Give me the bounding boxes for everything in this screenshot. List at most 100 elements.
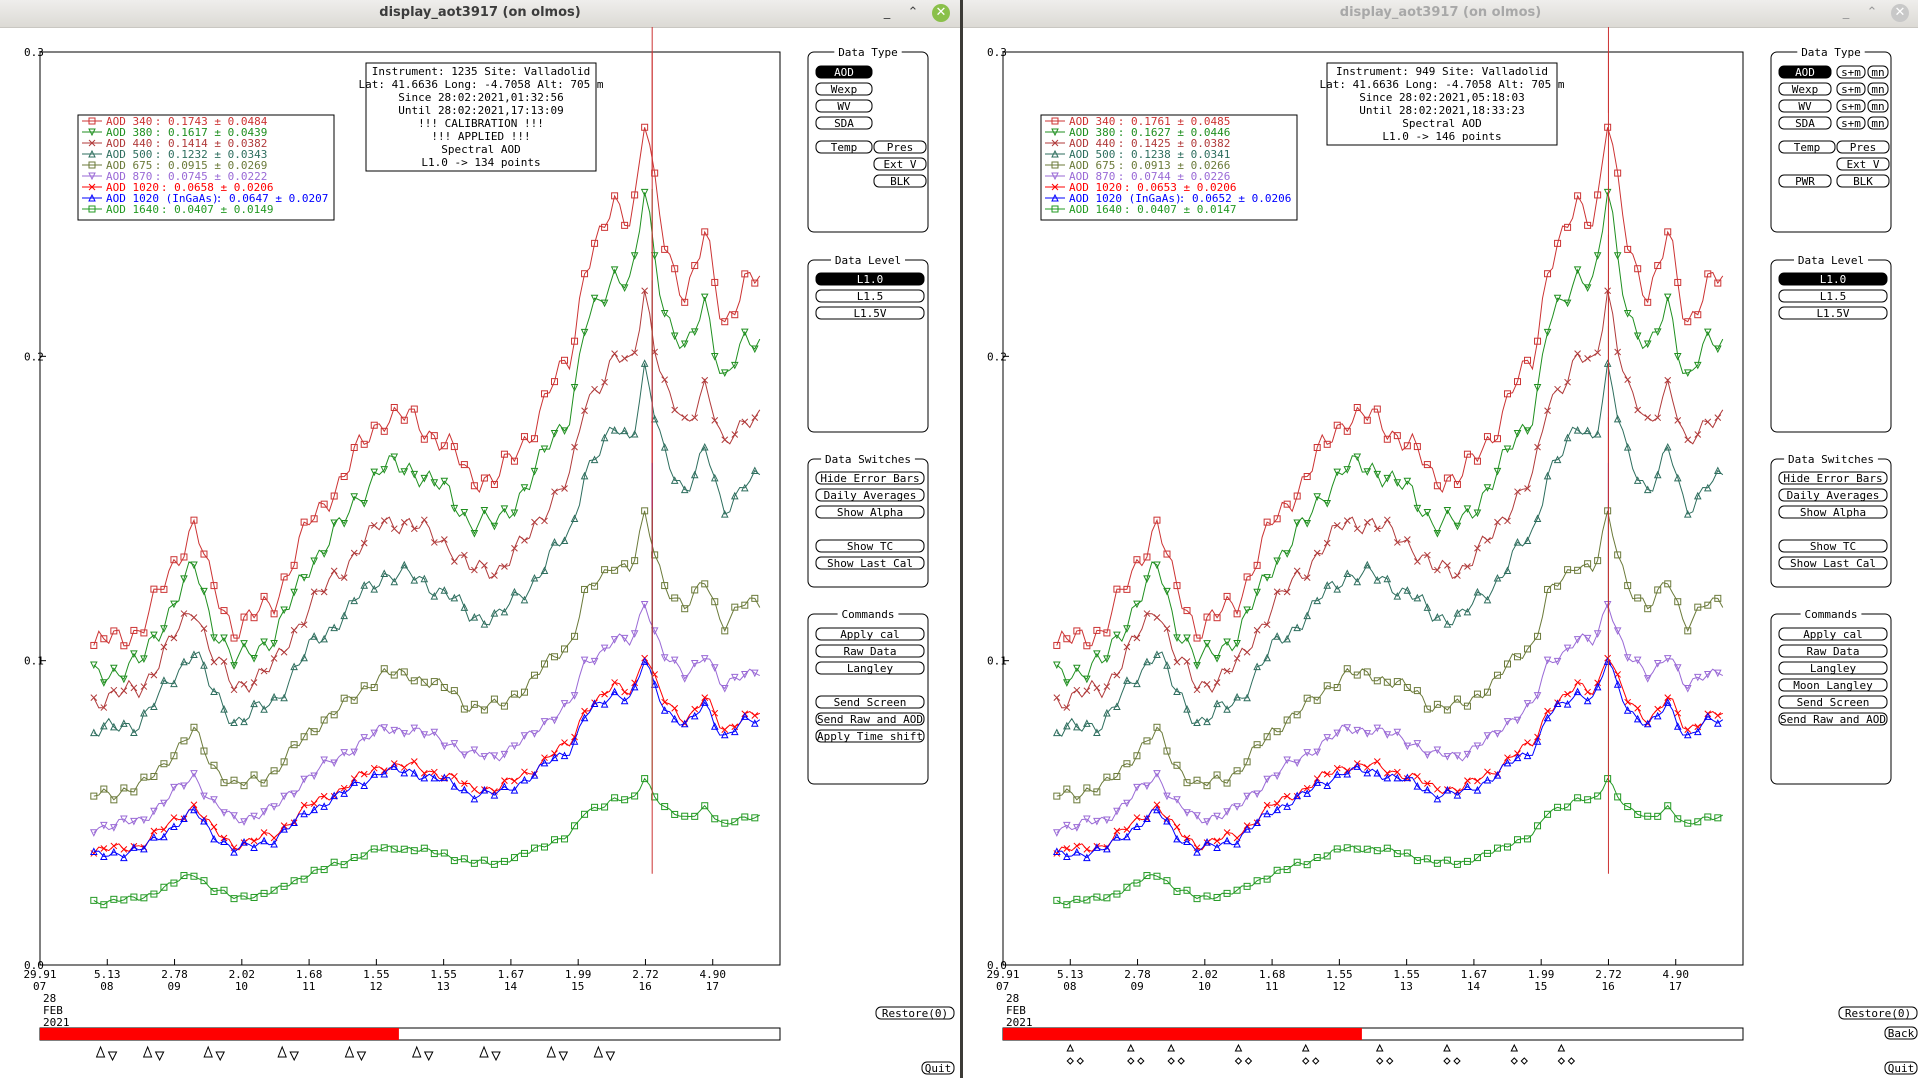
title-bar[interactable]: display_aot3917 (on olmos) _ ⌃ ✕ <box>963 0 1918 28</box>
back-button-label[interactable]: Back <box>1888 1027 1915 1040</box>
data-type-aod-button-label[interactable]: AOD <box>834 66 854 79</box>
pres-button[interactable] <box>873 140 927 154</box>
send-screen-button-label[interactable]: Send Screen <box>1797 696 1870 709</box>
data-type-sm-button[interactable] <box>1836 116 1866 130</box>
raw-data-button-label[interactable]: Raw Data <box>844 645 897 658</box>
moon-langley-button-label[interactable]: Moon Langley <box>1793 679 1873 692</box>
show-last-cal-button-label[interactable]: Show Last Cal <box>1790 557 1876 570</box>
show-tc-button-label[interactable]: Show TC <box>847 540 893 553</box>
langley-button[interactable] <box>1778 661 1888 675</box>
raw-data-button[interactable] <box>1778 644 1888 658</box>
data-type-wv-button-label[interactable]: WV <box>837 100 851 113</box>
data-type-mn-button[interactable] <box>1867 116 1889 130</box>
data-level-l15-button[interactable] <box>815 289 925 303</box>
data-level-l10-button[interactable] <box>815 272 925 286</box>
hide-error-bars-button[interactable] <box>1778 471 1888 485</box>
data-type-wexp-button-label[interactable]: Wexp <box>831 83 858 96</box>
daily-averages-button[interactable] <box>1778 488 1888 502</box>
data-type-sm-button-label[interactable]: s+m <box>1841 117 1861 130</box>
temp-button-label[interactable]: Temp <box>831 141 858 154</box>
data-type-sm-button[interactable] <box>1836 65 1866 79</box>
blk-button[interactable] <box>873 174 927 188</box>
ext-v-button[interactable] <box>1836 157 1890 171</box>
quit-button[interactable] <box>921 1061 955 1075</box>
quit-button-label[interactable]: Quit <box>925 1062 952 1075</box>
data-type-mn-button-label[interactable]: mn <box>1871 83 1884 96</box>
data-type-sda-button[interactable] <box>815 116 873 130</box>
restore-button[interactable] <box>875 1006 955 1020</box>
apply-time-shift-button-label[interactable]: Apply Time shift <box>817 730 923 743</box>
raw-data-button-label[interactable]: Raw Data <box>1807 645 1860 658</box>
data-type-mn-button-label[interactable]: mn <box>1871 100 1884 113</box>
ext-v-button[interactable] <box>873 157 927 171</box>
data-type-wexp-button-label[interactable]: Wexp <box>1792 83 1819 96</box>
pres-button[interactable] <box>1836 140 1890 154</box>
show-tc-button-label[interactable]: Show TC <box>1810 540 1856 553</box>
quit-button-label[interactable]: Quit <box>1888 1062 1915 1075</box>
data-level-l15-button-label[interactable]: L1.5 <box>857 290 884 303</box>
maximize-icon[interactable]: ⌃ <box>1866 5 1878 20</box>
langley-button[interactable] <box>815 661 925 675</box>
data-type-wexp-button[interactable] <box>815 82 873 96</box>
daily-averages-button-label[interactable]: Daily Averages <box>824 489 917 502</box>
data-type-aod-button[interactable] <box>815 65 873 79</box>
data-level-l15v-button-label[interactable]: L1.5V <box>853 307 886 320</box>
show-last-cal-button[interactable] <box>815 556 925 570</box>
data-type-sm-button[interactable] <box>1836 82 1866 96</box>
send-raw-and-aod-button[interactable] <box>1778 712 1888 726</box>
apply-cal-button[interactable] <box>1778 627 1888 641</box>
ext-v-button-label[interactable]: Ext V <box>883 158 916 171</box>
daily-averages-button[interactable] <box>815 488 925 502</box>
temp-button[interactable] <box>1778 140 1836 154</box>
quit-button[interactable] <box>1884 1061 1918 1075</box>
pres-button-label[interactable]: Pres <box>1850 141 1877 154</box>
daily-averages-button-label[interactable]: Daily Averages <box>1787 489 1880 502</box>
send-raw-and-aod-button-label[interactable]: Send Raw and AOD <box>1780 713 1886 726</box>
data-level-l15v-button-label[interactable]: L1.5V <box>1816 307 1849 320</box>
blk-button-label[interactable]: BLK <box>890 175 910 188</box>
langley-button-label[interactable]: Langley <box>847 662 894 675</box>
show-last-cal-button[interactable] <box>1778 556 1888 570</box>
data-type-sda-button-label[interactable]: SDA <box>1795 117 1815 130</box>
data-type-mn-button[interactable] <box>1867 82 1889 96</box>
hide-error-bars-button-label[interactable]: Hide Error Bars <box>1783 472 1882 485</box>
data-type-sda-button-label[interactable]: SDA <box>834 117 854 130</box>
show-last-cal-button-label[interactable]: Show Last Cal <box>827 557 913 570</box>
show-alpha-button-label[interactable]: Show Alpha <box>837 506 903 519</box>
data-level-l10-button-label[interactable]: L1.0 <box>1820 273 1847 286</box>
show-tc-button[interactable] <box>1778 539 1888 553</box>
apply-time-shift-button[interactable] <box>815 729 925 743</box>
show-alpha-button[interactable] <box>1778 505 1888 519</box>
data-type-mn-button[interactable] <box>1867 99 1889 113</box>
data-type-wexp-button[interactable] <box>1778 82 1832 96</box>
ext-v-button-label[interactable]: Ext V <box>1846 158 1879 171</box>
apply-cal-button-label[interactable]: Apply cal <box>840 628 900 641</box>
data-level-l10-button-label[interactable]: L1.0 <box>857 273 884 286</box>
data-type-sda-button[interactable] <box>1778 116 1832 130</box>
data-type-aod-button-label[interactable]: AOD <box>1795 66 1815 79</box>
restore-button-label[interactable]: Restore(0) <box>882 1007 948 1020</box>
data-type-aod-button[interactable] <box>1778 65 1832 79</box>
back-button[interactable] <box>1884 1026 1918 1040</box>
hide-error-bars-button-label[interactable]: Hide Error Bars <box>820 472 919 485</box>
close-icon[interactable]: ✕ <box>932 4 950 22</box>
send-screen-button[interactable] <box>1778 695 1888 709</box>
pwr-button-label[interactable]: PWR <box>1795 175 1815 188</box>
moon-langley-button[interactable] <box>1778 678 1888 692</box>
maximize-icon[interactable]: ⌃ <box>907 5 919 20</box>
raw-data-button[interactable] <box>815 644 925 658</box>
pres-button-label[interactable]: Pres <box>887 141 914 154</box>
data-type-mn-button-label[interactable]: mn <box>1871 117 1884 130</box>
minimize-icon[interactable]: _ <box>1842 5 1850 20</box>
restore-button[interactable] <box>1838 1006 1918 1020</box>
send-raw-and-aod-button-label[interactable]: Send Raw and AOD <box>817 713 923 726</box>
data-type-sm-button-label[interactable]: s+m <box>1841 100 1861 113</box>
blk-button-label[interactable]: BLK <box>1853 175 1873 188</box>
data-type-mn-button[interactable] <box>1867 65 1889 79</box>
temp-button[interactable] <box>815 140 873 154</box>
data-level-l15-button-label[interactable]: L1.5 <box>1820 290 1847 303</box>
data-type-wv-button[interactable] <box>1778 99 1832 113</box>
apply-cal-button-label[interactable]: Apply cal <box>1803 628 1863 641</box>
show-alpha-button-label[interactable]: Show Alpha <box>1800 506 1866 519</box>
data-type-wv-button[interactable] <box>815 99 873 113</box>
